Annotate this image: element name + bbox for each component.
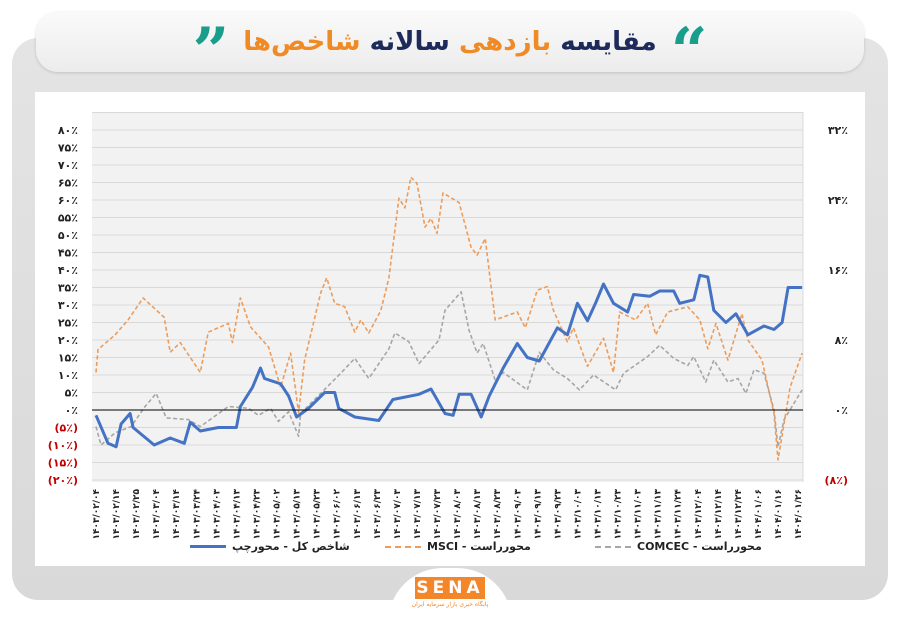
x-axis-tick-label: ۱۴۰۳/۰۵/۰۲	[273, 489, 283, 540]
x-axis-tick-label: ۱۴۰۳/۰۵/۱۳	[293, 489, 303, 540]
legend-item-comcec: محورراست - COMCEC	[595, 540, 762, 553]
logo-subtitle: پایگاه خبری بازار سرمایه ایران	[411, 601, 489, 608]
left-axis-tick-label: ۵۰٪	[58, 229, 78, 242]
legend-label: محورراست - MSCI	[427, 540, 531, 553]
x-axis-tick-label: ۱۴۰۴/۰۱/۰۶	[754, 489, 764, 540]
left-axis-tick-label: ۱۵٪	[58, 352, 78, 365]
legend-label: محورراست - COMCEC	[637, 540, 762, 553]
legend-label: شاخص کل - محورچپ	[232, 540, 350, 553]
left-axis-tick-label: ۴۰٪	[58, 264, 78, 277]
x-axis-tick-label: ۱۴۰۳/۰۲/۱۴	[112, 489, 122, 540]
x-axis-tick-label: ۱۴۰۳/۰۷/۱۳	[413, 489, 423, 540]
x-axis-tick-label: ۱۴۰۳/۰۳/۰۴	[152, 489, 162, 540]
quote-open-icon: ”	[192, 20, 230, 64]
left-axis-tick-label: ۲۰٪	[58, 334, 78, 347]
left-axis-tick-label: ۷۵٪	[58, 142, 78, 155]
quote-close-icon: “	[670, 20, 708, 64]
x-axis-tick-label: ۱۴۰۳/۰۳/۱۴	[172, 489, 182, 540]
x-axis-tick-label: ۱۴۰۳/۰۴/۱۳	[232, 489, 242, 540]
x-axis-tick-label: ۱۴۰۳/۱۲/۲۴	[734, 489, 744, 540]
legend: شاخص کل - محورچپ محورراست - MSCI محورراس…	[0, 540, 900, 558]
legend-item-msci: محورراست - MSCI	[385, 540, 531, 553]
right-axis-tick-label: ۱۶٪	[828, 264, 848, 277]
sena-logo: SENA پایگاه خبری بازار سرمایه ایران	[388, 568, 512, 623]
left-axis-tick-label: ۰٪	[65, 404, 78, 417]
left-axis-tick-label: ۳۵٪	[58, 282, 78, 295]
x-axis-tick-label: ۱۴۰۳/۱۰/۲۳	[614, 489, 624, 540]
legend-swatch-solid	[190, 545, 226, 548]
x-axis-tick-label: ۱۴۰۳/۰۹/۱۳	[533, 489, 543, 540]
title-bar: ” مقایسه بازدهی سالانه شاخص‌ها “	[36, 12, 864, 72]
x-axis-tick-label: ۱۴۰۳/۰۶/۲۳	[373, 489, 383, 540]
series-line-total-index	[94, 273, 803, 449]
right-axis-tick-label: ۳۲٪	[828, 124, 848, 137]
title-word: بازدهی	[458, 27, 552, 57]
x-axis-tick-label: ۱۴۰۳/۱۱/۱۳	[654, 489, 664, 540]
left-axis-tick-label: ۶۵٪	[58, 177, 78, 190]
plot-background	[92, 112, 803, 482]
x-axis-tick-label: ۱۴۰۳/۰۹/۰۳	[513, 489, 523, 540]
right-axis-tick-label: ۰٪	[835, 404, 848, 417]
x-axis-tick-label: ۱۴۰۳/۰۷/۰۳	[393, 489, 403, 540]
left-axis-tick-label: ۵۵٪	[58, 212, 78, 225]
x-axis-tick-label: ۱۴۰۳/۰۵/۲۳	[313, 489, 323, 540]
x-axis-tick-label: ۱۴۰۳/۱۱/۰۳	[634, 489, 644, 540]
x-axis-tick-label: ۱۴۰۳/۰۴/۲۳	[252, 489, 262, 540]
title-word: سالانه	[369, 27, 450, 57]
left-axis-tick-label: ۲۵٪	[58, 317, 78, 330]
x-axis-tick-label: ۱۴۰۳/۰۸/۲۳	[493, 489, 503, 540]
left-axis-tick-label: ۷۰٪	[58, 159, 78, 172]
left-axis-tick-label: ۶۰٪	[58, 194, 78, 207]
legend-swatch-dashed	[595, 545, 631, 548]
left-axis-tick-label: ۵٪	[65, 387, 78, 400]
x-axis-tick-label: ۱۴۰۳/۰۹/۲۳	[553, 489, 563, 540]
x-axis-tick-label: ۱۴۰۳/۱۰/۰۳	[573, 489, 583, 540]
x-axis-tick-label: ۱۴۰۳/۰۳/۲۴	[192, 489, 202, 540]
right-axis-tick-label: (۸٪)	[825, 474, 848, 487]
left-axis-tick-label: (۵٪)	[55, 422, 78, 435]
left-axis-tick-label: (۲۰٪)	[48, 474, 78, 487]
x-axis-tick-label: ۱۴۰۳/۰۶/۱۳	[353, 489, 363, 540]
x-axis-tick-label: ۱۴۰۳/۰۴/۰۳	[212, 489, 222, 540]
x-axis-tick-label: ۱۴۰۳/۰۸/۱۳	[473, 489, 483, 540]
left-axis-tick-label: ۳۰٪	[58, 299, 78, 312]
left-axis-tick-label: ۸۰٪	[58, 124, 78, 137]
x-axis-tick-label: ۱۴۰۳/۰۶/۰۲	[333, 489, 343, 540]
title-word: شاخص‌ها	[243, 27, 361, 57]
left-axis-tick-label: ۱۰٪	[58, 369, 78, 382]
x-axis-tick-label: ۱۴۰۴/۰۱/۲۶	[794, 489, 804, 540]
legend-swatch-dashed	[385, 545, 421, 548]
left-axis-tick-label: (۱۵٪)	[48, 457, 78, 470]
left-axis-tick-label: (۱۰٪)	[48, 439, 78, 452]
x-axis-tick-label: ۱۴۰۳/۰۲/۰۴	[92, 489, 102, 540]
x-axis-tick-label: ۱۴۰۳/۰۲/۲۵	[132, 489, 142, 540]
page-title: مقایسه بازدهی سالانه شاخص‌ها	[243, 27, 657, 57]
x-axis-tick-label: ۱۴۰۳/۰۸/۰۳	[453, 489, 463, 540]
x-axis-tick-label: ۱۴۰۳/۱۲/۰۴	[694, 489, 704, 540]
x-axis-tick-label: ۱۴۰۳/۱۰/۱۳	[594, 489, 604, 540]
logo-text: SENA	[415, 577, 485, 599]
x-axis-tick-label: ۱۴۰۳/۱۲/۱۴	[714, 489, 724, 540]
left-axis-tick-label: ۴۵٪	[58, 247, 78, 260]
series-line-comcec	[95, 291, 803, 448]
x-axis-tick-label: ۱۴۰۴/۰۱/۱۶	[774, 489, 784, 540]
right-axis-tick-label: ۸٪	[835, 334, 848, 347]
legend-item-total-index: شاخص کل - محورچپ	[190, 540, 350, 553]
x-axis-tick-label: ۱۴۰۳/۱۱/۲۴	[674, 489, 684, 540]
right-axis-tick-label: ۲۴٪	[828, 194, 848, 207]
title-word: مقایسه	[560, 27, 657, 57]
series-line-msci	[95, 176, 803, 461]
x-axis-tick-label: ۱۴۰۳/۰۷/۲۳	[433, 489, 443, 540]
